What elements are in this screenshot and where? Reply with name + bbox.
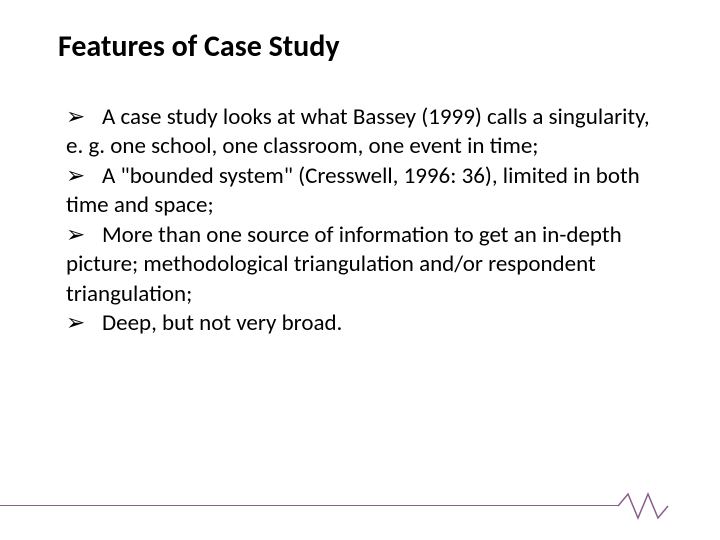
bullet-item: ➢More than one source of information to … bbox=[66, 221, 654, 309]
bullet-item: ➢Deep, but not very broad. bbox=[66, 309, 654, 338]
slide: Features of Case Study ➢A case study loo… bbox=[0, 0, 720, 540]
bullet-item: ➢A case study looks at what Bassey (1999… bbox=[66, 103, 654, 162]
bullet-text: A "bounded system" (Cresswell, 1996: 36)… bbox=[66, 162, 640, 219]
bullet-item: ➢A "bounded system" (Cresswell, 1996: 36… bbox=[66, 162, 654, 221]
bullet-text: Deep, but not very broad. bbox=[102, 309, 342, 337]
bullet-glyph: ➢ bbox=[66, 162, 102, 191]
footer-rule bbox=[0, 505, 618, 507]
bullet-text: A case study looks at what Bassey (1999)… bbox=[66, 103, 650, 160]
bullet-glyph: ➢ bbox=[66, 103, 102, 132]
slide-title: Features of Case Study bbox=[58, 28, 662, 65]
slide-body: ➢A case study looks at what Bassey (1999… bbox=[58, 103, 662, 339]
bullet-glyph: ➢ bbox=[66, 309, 102, 338]
bullet-text: More than one source of information to g… bbox=[66, 221, 622, 308]
bullet-glyph: ➢ bbox=[66, 221, 102, 250]
zigzag-icon bbox=[618, 492, 678, 520]
